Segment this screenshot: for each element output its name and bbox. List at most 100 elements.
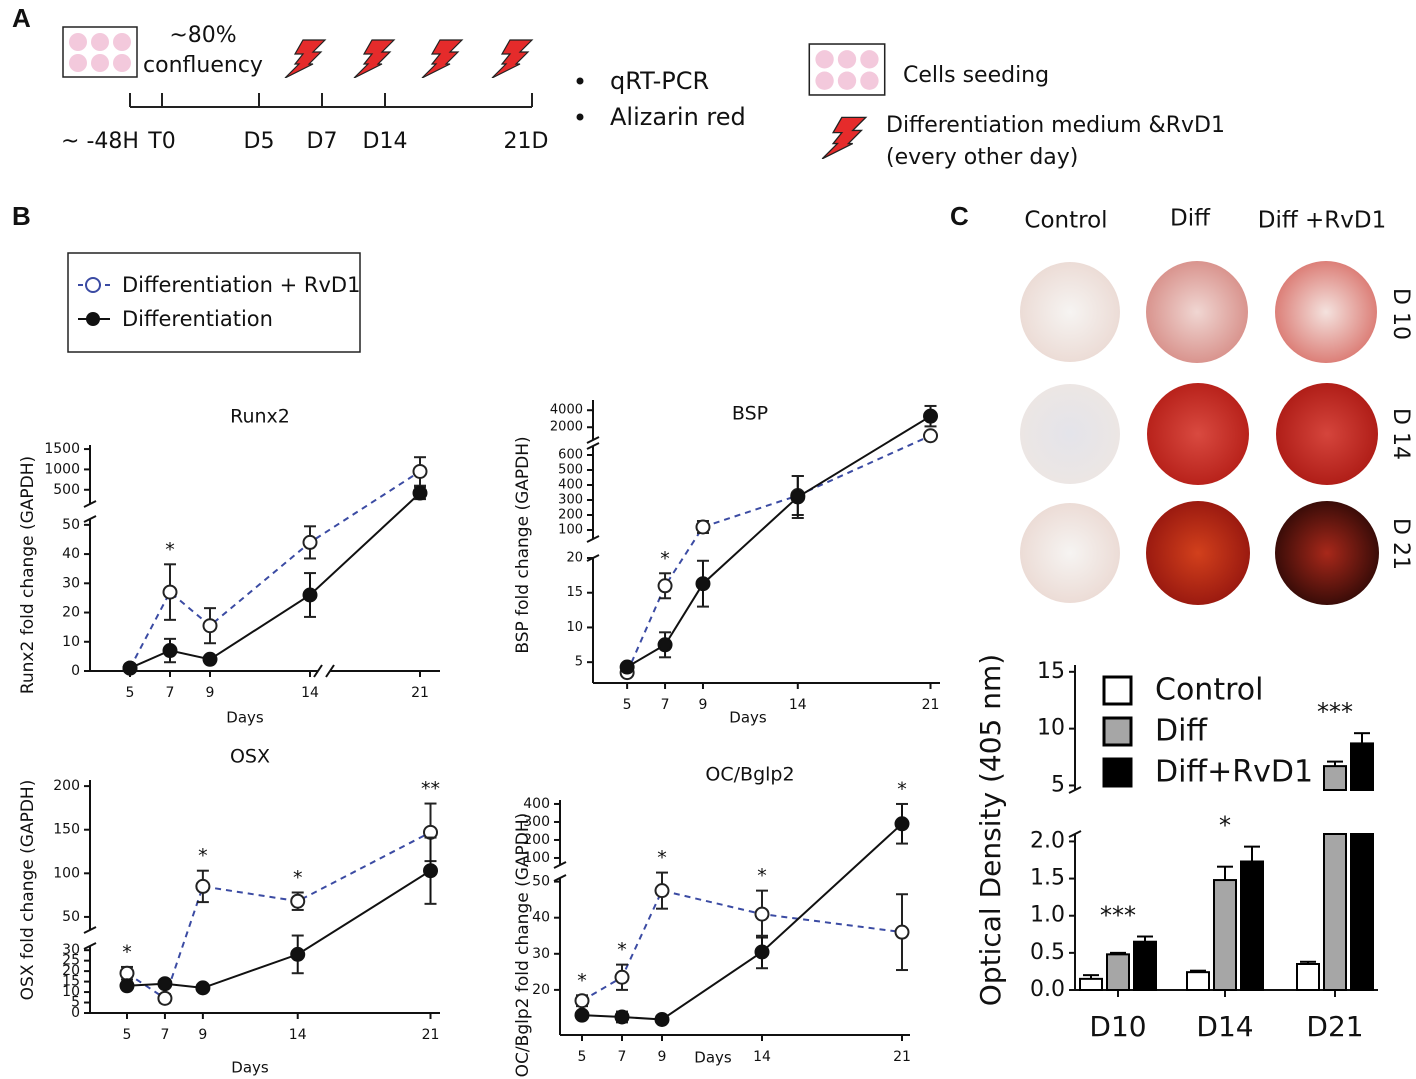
y-axis-label: OSX fold change (GAPDH) [18, 780, 38, 1001]
data-point [122, 660, 138, 676]
x-tick-label: 21 [893, 1049, 911, 1065]
y-tick-label: 1.5 [1030, 866, 1065, 891]
data-point [695, 519, 711, 535]
x-tick-label: 14 [289, 1027, 307, 1043]
bullet [576, 113, 584, 121]
timeline-label: D5 [244, 129, 275, 154]
well [1020, 503, 1120, 603]
well [1146, 261, 1248, 363]
y-tick-label: 100 [558, 523, 583, 538]
timeline-label: 21D [504, 129, 549, 154]
panel-label: B [12, 201, 31, 231]
x-tick-label: 14 [789, 697, 807, 713]
timeline-label: D14 [363, 129, 408, 154]
bar [1240, 860, 1264, 991]
bar [1323, 833, 1347, 991]
significance: ** [421, 778, 440, 800]
y-tick-label: 20 [566, 551, 583, 566]
y-tick-label: 100 [523, 850, 550, 866]
x-axis-label: Days [694, 1049, 732, 1067]
chart-title: OSX [230, 746, 270, 768]
well [1275, 501, 1379, 605]
series-line [581, 823, 903, 1021]
y-tick-label: 50 [532, 874, 550, 890]
y-tick-label: 0.5 [1030, 940, 1065, 965]
y-tick-label: 15 [1037, 659, 1065, 684]
y-tick-label: 0 [71, 663, 80, 679]
significance: * [122, 941, 132, 963]
x-tick-label: D10 [1089, 1010, 1146, 1043]
data-point [423, 863, 439, 879]
row-label: D 10 [1388, 288, 1413, 340]
axis-break [83, 942, 97, 950]
y-tick-label: 200 [53, 778, 80, 794]
bolt-icon [353, 39, 395, 78]
significance: * [1219, 812, 1231, 840]
axis-break [325, 664, 335, 678]
y-tick-label: 300 [558, 493, 583, 508]
axis-break [313, 664, 323, 678]
axis-break [1068, 786, 1082, 794]
y-tick-label: 50 [62, 517, 80, 533]
data-point [302, 534, 318, 550]
x-tick-label: 5 [578, 1049, 587, 1065]
y-tick-label: 200 [558, 508, 583, 523]
y-tick-label: 400 [558, 478, 583, 493]
x-tick-label: 9 [198, 1027, 207, 1043]
data-point [923, 428, 939, 444]
y-tick-label: 20 [532, 982, 550, 998]
bar [1186, 971, 1210, 992]
bolt-icon [821, 116, 867, 159]
legend-swatch [1102, 716, 1133, 747]
well [1276, 383, 1378, 485]
bar [1133, 940, 1157, 992]
y-tick-label: 10 [62, 634, 80, 650]
well [1020, 384, 1120, 484]
y-tick-label: 100 [53, 865, 80, 881]
y-tick-label: 1000 [44, 461, 80, 477]
axis-break [83, 500, 97, 508]
significance: * [165, 539, 175, 561]
axis-break [553, 874, 567, 882]
significance: * [293, 867, 303, 889]
y-tick-label: 30 [62, 942, 80, 958]
y-tick-label: 5 [1051, 772, 1065, 797]
legend-text: (every other day) [886, 145, 1078, 170]
bolt-icon [491, 39, 533, 78]
legend-box [67, 252, 361, 353]
legend-text: Differentiation medium &RvD1 [886, 113, 1225, 138]
y-tick-label: 50 [62, 909, 80, 925]
bar [1106, 953, 1130, 991]
x-tick-label: D21 [1306, 1010, 1363, 1043]
x-tick-label: 7 [160, 1027, 169, 1043]
x-tick-label: 9 [206, 685, 215, 701]
axis-break [586, 436, 600, 444]
significance: * [577, 970, 587, 992]
data-point [614, 969, 630, 985]
x-tick-label: 21 [411, 685, 429, 701]
data-point [157, 990, 173, 1006]
bar [1079, 977, 1103, 991]
data-point [754, 906, 770, 922]
axis-break [1068, 830, 1082, 838]
y-tick-label: 400 [523, 796, 550, 812]
significance: * [657, 847, 667, 869]
y-tick-label: 15 [566, 585, 583, 600]
data-point [894, 816, 910, 832]
data-point [754, 944, 770, 960]
data-point [162, 584, 178, 600]
x-tick-label: 21 [922, 697, 940, 713]
y-axis-label: Runx2 fold change (GAPDH) [18, 456, 38, 694]
data-point [202, 618, 218, 634]
legend-text: Differentiation [122, 307, 273, 331]
data-point [894, 924, 910, 940]
significance: * [198, 845, 208, 867]
y-tick-label: 1500 [44, 441, 80, 457]
y-tick-label: 40 [532, 910, 550, 926]
bar [1350, 742, 1374, 792]
bar [1296, 963, 1320, 991]
bar [1213, 879, 1237, 991]
data-point [574, 1007, 590, 1023]
x-tick-label: D14 [1196, 1010, 1253, 1043]
